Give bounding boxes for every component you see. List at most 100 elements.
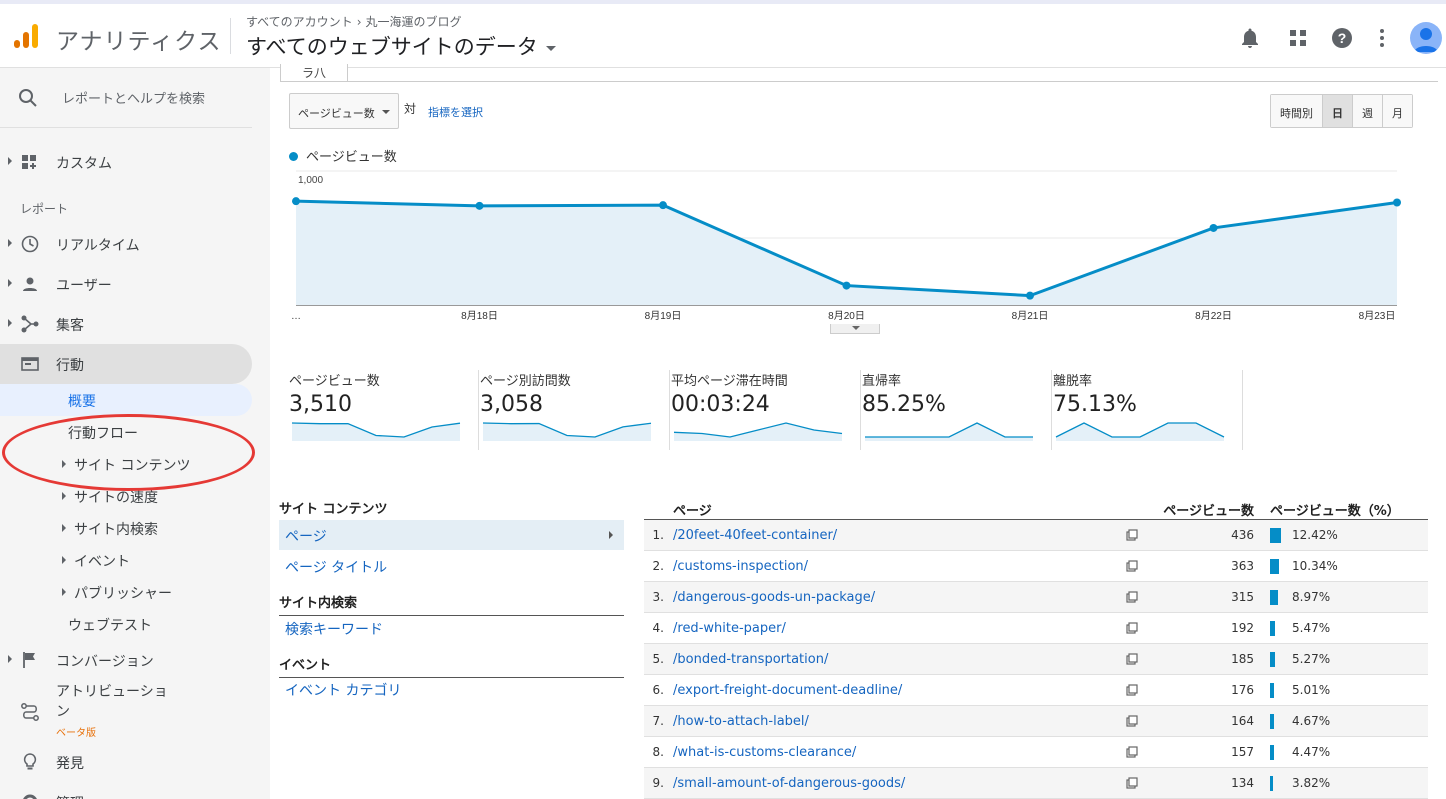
pageviews-pct-value: 4.47% (1292, 745, 1331, 759)
page-path-link[interactable]: /bonded-transportation/ (673, 652, 829, 667)
bell-icon[interactable] (1238, 26, 1262, 50)
select-metric-link[interactable]: 指標を選択 (428, 106, 483, 119)
help-icon[interactable]: ? (1330, 26, 1354, 50)
view-selector[interactable]: すべてのウェブサイトのデータ (246, 31, 556, 61)
apps-grid-icon[interactable] (1286, 26, 1310, 50)
gear-icon (23, 794, 37, 799)
tab-underline (348, 81, 1438, 82)
breadcrumb-property[interactable]: 丸一海運のブログ (365, 15, 462, 29)
data-point[interactable] (292, 197, 300, 206)
expand-arrow-icon (8, 655, 12, 663)
breadcrumb[interactable]: すべてのアカウント › 丸一海運のブログ (246, 13, 462, 30)
sidebar-sub-experiments[interactable]: ウェブテスト (0, 609, 252, 639)
scorecard[interactable]: 平均ページ滞在時間 00:03:24 (671, 370, 861, 450)
avatar[interactable] (1410, 22, 1442, 54)
metric-select[interactable]: ページビュー数 (289, 93, 399, 129)
sidebar-sub-site-speed[interactable]: サイトの速度 (0, 481, 252, 511)
event-category-link[interactable]: イベント カテゴリ (285, 683, 402, 699)
sidebar-item-discover[interactable]: 発見 (0, 742, 252, 782)
open-in-new-icon[interactable] (1126, 529, 1138, 541)
pageviews-value: 185 (1231, 652, 1254, 666)
sparkline-area (292, 423, 460, 441)
open-in-new-icon[interactable] (1126, 746, 1138, 758)
period-hourly-button[interactable]: 時間別 (1271, 95, 1323, 127)
sidebar-sub-publisher[interactable]: パブリッシャー (0, 577, 252, 607)
sparkline-line (482, 422, 652, 438)
sidebar-item-custom[interactable]: カスタム (0, 142, 252, 182)
data-point[interactable] (1209, 223, 1218, 232)
open-in-new-icon[interactable] (1126, 684, 1138, 696)
sidebar-item-behavior[interactable]: 行動 (0, 344, 252, 384)
chart-collapse-toggle[interactable] (830, 324, 880, 334)
sidebar-item-acquisition[interactable]: 集客 (0, 304, 252, 344)
page-title-link[interactable]: ページ タイトル (285, 560, 388, 576)
scorecard-value: 3,510 (289, 392, 352, 417)
sidebar-item-attribution[interactable]: アトリビューション ベータ版 (0, 682, 252, 740)
sidebar-sub-site-content[interactable]: サイト コンテンツ (0, 449, 252, 479)
search-keyword-link[interactable]: 検索キーワード (285, 622, 383, 638)
open-in-new-icon[interactable] (1126, 560, 1138, 572)
open-in-new-icon[interactable] (1126, 653, 1138, 665)
app-name[interactable]: アナリティクス (56, 29, 222, 55)
page-path-link[interactable]: /20feet-40feet-container/ (673, 528, 838, 543)
sidebar-sub-overview[interactable]: 概要 (0, 384, 252, 416)
sidebar-search[interactable]: レポートとヘルプを検索 (0, 68, 252, 128)
row-index: 5. (652, 652, 664, 666)
table-header: ページ ページビュー数 ページビュー数（%） (644, 498, 1428, 520)
pageviews-pct-value: 4.67% (1292, 714, 1331, 728)
data-point[interactable] (1393, 198, 1401, 207)
breadcrumb-account[interactable]: すべてのアカウント (246, 15, 353, 29)
period-day-button[interactable]: 日 (1323, 95, 1353, 127)
open-in-new-icon[interactable] (1126, 622, 1138, 634)
sidebar-item-realtime[interactable]: リアルタイム (0, 224, 252, 264)
table-row: 1. /20feet-40feet-container/436 12.42% (644, 520, 1428, 551)
svg-text:?: ? (1338, 30, 1347, 46)
tab-overview[interactable]: ラ八 (280, 64, 348, 82)
sparkline-area (674, 423, 842, 441)
analytics-logo-icon[interactable] (12, 22, 40, 50)
scorecard[interactable]: 離脱率 75.13% (1053, 370, 1243, 450)
sparkline-line (673, 422, 843, 438)
page-path-link[interactable]: /how-to-attach-label/ (673, 714, 809, 729)
sidebar-item-admin[interactable]: 管理 (0, 782, 252, 799)
page-path-link[interactable]: /export-freight-document-deadline/ (673, 683, 903, 698)
data-point[interactable] (1026, 291, 1034, 300)
row-index: 8. (652, 745, 664, 759)
lightbulb-icon (23, 753, 37, 770)
scorecard[interactable]: 直帰率 85.25% (862, 370, 1052, 450)
dropdown-caret-icon (382, 110, 390, 114)
scorecard[interactable]: ページ別訪問数 3,058 (480, 370, 670, 450)
period-week-button[interactable]: 週 (1353, 95, 1383, 127)
data-point[interactable] (475, 201, 484, 210)
page-path-link[interactable]: /what-is-customs-clearance/ (673, 745, 857, 760)
sidebar-sub-site-search[interactable]: サイト内検索 (0, 513, 252, 543)
pageviews-pct-value: 5.47% (1292, 621, 1331, 635)
pages-link: ページ (285, 529, 327, 545)
x-tick-label: 8月20日 (828, 310, 865, 322)
open-in-new-icon[interactable] (1126, 591, 1138, 603)
header-divider (230, 18, 231, 54)
sidebar-item-conversions[interactable]: コンバージョン (0, 640, 252, 680)
page-path-link[interactable]: /dangerous-goods-un-package/ (673, 590, 876, 605)
sidebar-item-audience[interactable]: ユーザー (0, 264, 252, 304)
page-path-link[interactable]: /red-white-paper/ (673, 621, 786, 636)
open-in-new-icon[interactable] (1126, 715, 1138, 727)
chart-legend[interactable]: ページビュー数 (289, 146, 397, 165)
site-content-pages-selected[interactable]: ページ (279, 520, 624, 550)
sidebar-sub-events[interactable]: イベント (0, 545, 252, 575)
scorecard-value: 00:03:24 (671, 392, 770, 417)
open-in-new-icon[interactable] (1126, 777, 1138, 789)
pageviews-value: 363 (1231, 559, 1254, 573)
data-point[interactable] (842, 281, 851, 290)
sidebar-sub-behavior-flow[interactable]: 行動フロー (0, 417, 252, 447)
data-point[interactable] (659, 201, 667, 210)
more-vert-icon[interactable] (1370, 26, 1394, 50)
period-month-button[interactable]: 月 (1383, 95, 1412, 127)
scorecard[interactable]: ページビュー数 3,510 (289, 370, 479, 450)
page-path-link[interactable]: /customs-inspection/ (673, 559, 809, 574)
x-tick-label: 8月18日 (461, 310, 498, 322)
pageviews-pct-value: 5.27% (1292, 652, 1331, 666)
page-path-link[interactable]: /small-amount-of-dangerous-goods/ (673, 776, 906, 791)
x-tick-label: 8月19日 (645, 310, 682, 322)
